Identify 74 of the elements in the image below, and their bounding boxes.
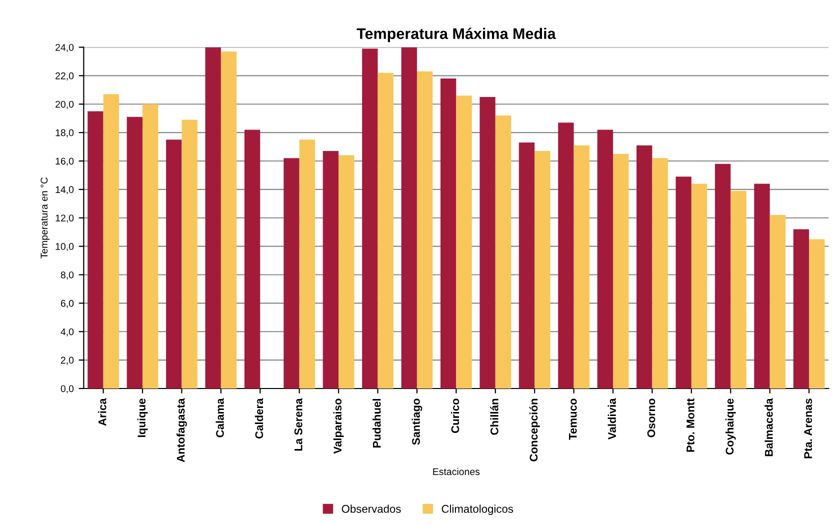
y-tick-label: 18,0 xyxy=(56,129,74,138)
legend-label: Climatologicos xyxy=(442,504,514,515)
x-tick-label: Antofagasta xyxy=(176,398,187,462)
y-tick-label: 8,0 xyxy=(60,271,74,280)
y-tick-label: 0,0 xyxy=(60,385,74,394)
y-tick-label: 10,0 xyxy=(56,243,74,252)
bar xyxy=(456,96,472,388)
bar xyxy=(126,116,143,388)
y-axis-title: Temperatura en °C xyxy=(40,177,50,259)
bar xyxy=(362,48,378,388)
bar xyxy=(574,145,590,388)
bar xyxy=(244,130,260,388)
bar xyxy=(518,142,535,388)
x-tick-label: Valdivia xyxy=(608,398,616,440)
bar xyxy=(730,190,746,388)
y-tick-label: 14,0 xyxy=(56,186,74,194)
y-tick-label: 16,0 xyxy=(56,158,74,166)
bar xyxy=(142,104,158,388)
bar xyxy=(166,140,182,388)
x-axis-title: Estaciones xyxy=(433,468,480,476)
bar xyxy=(612,154,629,388)
bar xyxy=(534,151,550,388)
x-tick-label: Chillán xyxy=(490,398,498,435)
bar xyxy=(652,158,668,388)
bar xyxy=(809,239,825,388)
bar xyxy=(597,130,613,388)
bar xyxy=(754,184,770,388)
x-tick-label: Balmaceda xyxy=(764,398,773,456)
x-tick-label: Arica xyxy=(98,398,106,426)
bar xyxy=(770,215,786,388)
x-tick-label: Valparaiso xyxy=(333,398,344,454)
y-tick-label: 20,0 xyxy=(56,100,74,109)
y-tick-label: 22,0 xyxy=(56,72,74,80)
x-tick-label: Concepción xyxy=(529,398,540,462)
y-tick-label: 2,0 xyxy=(60,356,74,365)
x-tick-label: Curico xyxy=(450,398,460,433)
chart-title: Temperatura Máxima Media xyxy=(356,28,556,42)
bar xyxy=(495,116,512,388)
legend-label: Observados xyxy=(342,504,401,513)
bar xyxy=(691,184,708,388)
bar xyxy=(220,52,237,388)
bar xyxy=(205,47,221,388)
bar xyxy=(440,78,456,388)
x-tick-label: Calama xyxy=(216,398,224,438)
y-tick-label: 6,0 xyxy=(60,300,74,308)
x-tick-label: Iquique xyxy=(137,398,148,437)
bar xyxy=(378,72,394,388)
bar xyxy=(103,94,119,388)
bar xyxy=(636,145,652,388)
bar xyxy=(182,120,198,388)
x-tick-label: La Serena xyxy=(294,398,302,451)
x-tick-label: Caldera xyxy=(254,398,264,439)
bar xyxy=(338,155,354,388)
bar xyxy=(793,229,810,388)
bar xyxy=(322,151,339,388)
bar xyxy=(676,176,692,388)
bar xyxy=(284,158,300,388)
x-tick-label: Pta. Arenas xyxy=(804,398,812,458)
x-tick-label: Pto. Montt xyxy=(686,398,694,452)
x-tick-label: Coyhaique xyxy=(725,398,736,455)
bar xyxy=(558,122,574,388)
bar xyxy=(714,164,731,388)
y-tick-label: 24,0 xyxy=(56,44,74,52)
bar xyxy=(299,140,316,388)
bar xyxy=(401,47,417,388)
bar xyxy=(88,111,104,388)
x-tick-label: Pudahuel xyxy=(372,399,381,448)
y-tick-label: 4,0 xyxy=(60,328,74,336)
x-tick-label: Osorno xyxy=(647,398,656,438)
y-tick-label: 12,0 xyxy=(56,214,74,223)
x-tick-label: Temuco xyxy=(569,398,577,440)
bar xyxy=(480,97,496,388)
x-tick-label: Santiago xyxy=(412,398,422,445)
bar xyxy=(416,71,433,388)
